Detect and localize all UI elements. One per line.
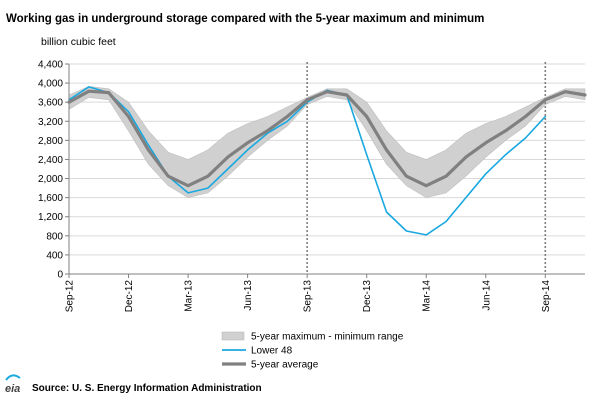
x-tick-label: Mar-13 bbox=[184, 280, 195, 312]
x-tick-label: Jun-14 bbox=[481, 280, 492, 311]
eia-logo-text: eia bbox=[5, 383, 20, 395]
x-tick-label: Dec-12 bbox=[124, 280, 135, 313]
x-tick-label: Jun-13 bbox=[243, 280, 254, 311]
x-tick-label: Dec-13 bbox=[362, 280, 373, 313]
x-tick-label: Sep-14 bbox=[541, 280, 552, 313]
y-tick-label: 2,000 bbox=[38, 174, 63, 185]
y-tick-label: 0 bbox=[57, 270, 63, 281]
eia-logo: eia bbox=[5, 374, 21, 395]
x-tick-label: Mar-14 bbox=[422, 280, 433, 312]
legend-label-5-year-maximum-minimum-range: 5-year maximum - minimum range bbox=[251, 332, 404, 343]
y-tick-label: 2,400 bbox=[38, 155, 63, 166]
x-axis-tick-labels: Sep-12 Dec-12 Mar-13 Jun-13 Sep-13 Dec-13 Mar-… bbox=[65, 280, 552, 313]
series-line-5-year-average bbox=[67, 89, 587, 188]
unit-label: billion cubic feet bbox=[41, 36, 116, 48]
x-tick-label: Sep-13 bbox=[303, 280, 314, 313]
y-tick-label: 3,600 bbox=[38, 98, 63, 109]
y-axis-tick-labels: 0 400 800 1,200 1,600 2,000 2,400 2,800 3,200 3,6… bbox=[38, 60, 63, 281]
x-tick-label: Sep-12 bbox=[65, 280, 76, 313]
chart-title: Working gas in underground storage compa… bbox=[6, 13, 484, 25]
y-tick-label: 1,200 bbox=[38, 212, 63, 223]
legend-swatch-5-year-maximum-minimum-range bbox=[221, 331, 245, 341]
y-tick-label: 4,000 bbox=[38, 79, 63, 90]
legend-label-5-year-average: 5-year average bbox=[251, 360, 319, 371]
y-tick-label: 4,400 bbox=[38, 60, 63, 71]
source-note: Source: U. S. Energy Information Adminis… bbox=[32, 383, 262, 394]
vertical-markers bbox=[306, 62, 547, 274]
y-tick-label: 800 bbox=[46, 231, 63, 242]
y-tick-label: 1,600 bbox=[38, 193, 63, 204]
axes bbox=[68, 64, 585, 275]
y-tick-label: 2,800 bbox=[38, 136, 63, 147]
series-layer bbox=[67, 86, 587, 236]
y-tick-label: 3,200 bbox=[38, 117, 63, 128]
legend: 5-year maximum - minimum range Lower 48 5-… bbox=[221, 331, 404, 371]
series-range-band bbox=[68, 86, 586, 198]
y-tick-label: 400 bbox=[46, 250, 63, 261]
legend-label-lower-48: Lower 48 bbox=[251, 346, 293, 357]
